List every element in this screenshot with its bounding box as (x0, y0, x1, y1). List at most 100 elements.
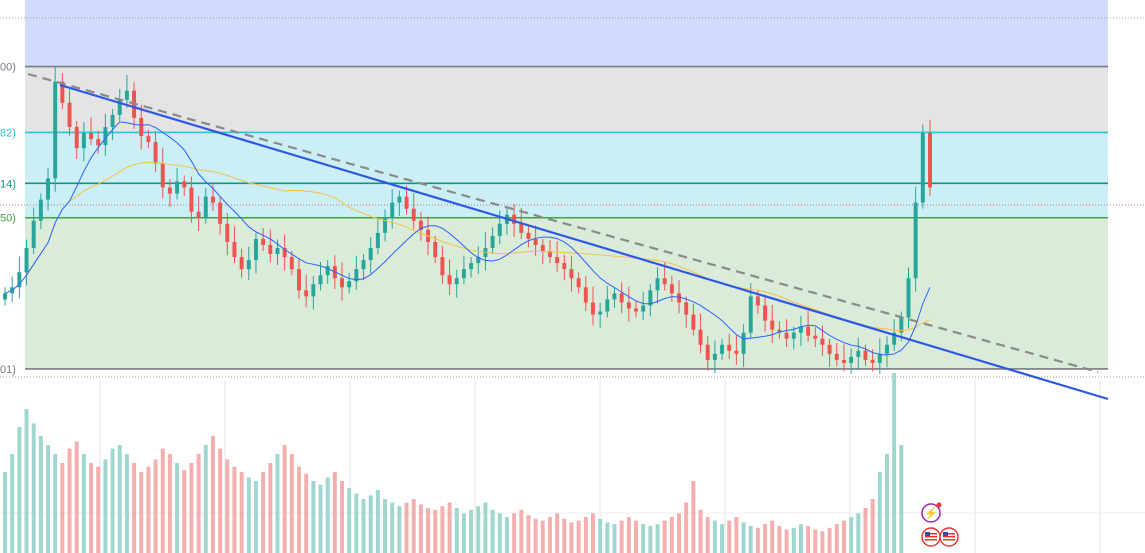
volume-bar (232, 466, 237, 553)
us-flag-icon-2[interactable] (939, 527, 959, 547)
volume-bar (504, 517, 509, 553)
candle-body (175, 181, 180, 194)
candle-body (856, 350, 861, 357)
candle-body (103, 127, 108, 146)
candle-body (81, 133, 86, 149)
candle-body (167, 187, 172, 194)
candle-body (834, 353, 839, 360)
fib-label-1: 82) (0, 127, 16, 139)
candle-body (189, 187, 194, 212)
candle-body (354, 269, 359, 282)
volume-bar (160, 448, 165, 553)
candle-body (203, 196, 208, 218)
candle-body (655, 278, 660, 291)
candle-body (368, 247, 373, 261)
volume-bar (612, 524, 617, 553)
volume-bar (340, 481, 344, 553)
candle-body (490, 235, 495, 248)
volume-bar (734, 517, 739, 553)
candle-body (160, 163, 165, 188)
candle-body (476, 257, 481, 264)
volume-bar (476, 506, 481, 553)
candle-body (519, 223, 524, 233)
candle-body (153, 142, 158, 164)
lightning-glyph: ⚡ (924, 507, 938, 520)
volume-bar (820, 531, 825, 553)
volume-bar (275, 454, 280, 553)
candle-body (691, 314, 696, 330)
volume-bar (361, 499, 366, 553)
candle-body (734, 350, 739, 354)
candle-body (841, 359, 846, 363)
candle-body (117, 99, 122, 115)
candle-body (591, 302, 595, 315)
candle-body (311, 284, 316, 297)
volume-bar (720, 524, 725, 553)
lightning-icon[interactable]: ⚡ (921, 502, 942, 523)
candle-body (684, 302, 689, 315)
candle-body (641, 305, 646, 312)
candle-body (340, 278, 344, 288)
candle-body (798, 326, 803, 333)
candle-body (705, 344, 710, 360)
candle-body (777, 329, 782, 333)
volume-bar (569, 522, 574, 553)
candle-body (31, 220, 36, 248)
candle-body (892, 332, 897, 345)
candle-body (210, 196, 215, 203)
volume-bar (318, 484, 323, 553)
volume-bar (791, 527, 796, 553)
candle-body (146, 136, 151, 143)
volume-bar (798, 524, 803, 553)
volume-bar (196, 454, 201, 553)
flag-stripe (925, 536, 937, 538)
candle-body (397, 196, 402, 203)
candle-body (469, 263, 474, 270)
fib-zone-1 (25, 66, 1108, 133)
candle-body (46, 178, 50, 200)
volume-bar (698, 509, 703, 553)
candle-body (612, 293, 617, 300)
volume-bar (397, 506, 402, 553)
candle-body (318, 275, 323, 285)
volume-bar (225, 459, 230, 553)
candle-body (712, 353, 717, 360)
volume-bar (712, 520, 717, 553)
volume-bar (727, 520, 732, 553)
candle-body (698, 329, 703, 345)
volume-bar (555, 513, 560, 553)
candle-body (820, 338, 825, 345)
trendline-dashed[interactable] (27, 72, 1099, 374)
volume-bar (53, 454, 58, 553)
volume-bar (167, 454, 172, 553)
flag-stripe (943, 539, 955, 541)
candle-body (555, 257, 560, 264)
fib-zone-2 (25, 132, 1108, 184)
volume-bar (533, 518, 538, 553)
volume-bar (598, 518, 603, 553)
candle-body (447, 275, 452, 285)
volume-bar (454, 508, 459, 553)
candle-body (598, 311, 603, 315)
volume-bar (483, 502, 488, 553)
volume-bar (447, 502, 452, 553)
volume-bar (540, 520, 545, 553)
candle-body (433, 241, 438, 258)
us-flag-icon[interactable] (921, 527, 941, 547)
fib-zone-top (25, 0, 1108, 67)
volume-bar (705, 517, 710, 553)
trendline-solid[interactable] (59, 83, 1109, 401)
volume-bar (67, 448, 72, 553)
candle-body (870, 359, 875, 363)
volume-bar (3, 472, 7, 553)
volume-bar (784, 529, 789, 553)
candle-body (720, 344, 725, 354)
volume-bar (877, 472, 882, 553)
candle-body (461, 269, 466, 279)
volume-bar (332, 472, 337, 553)
candle-body (813, 335, 818, 339)
volume-bar (619, 520, 624, 553)
volume-bar (304, 473, 309, 553)
candle-body (634, 308, 638, 312)
